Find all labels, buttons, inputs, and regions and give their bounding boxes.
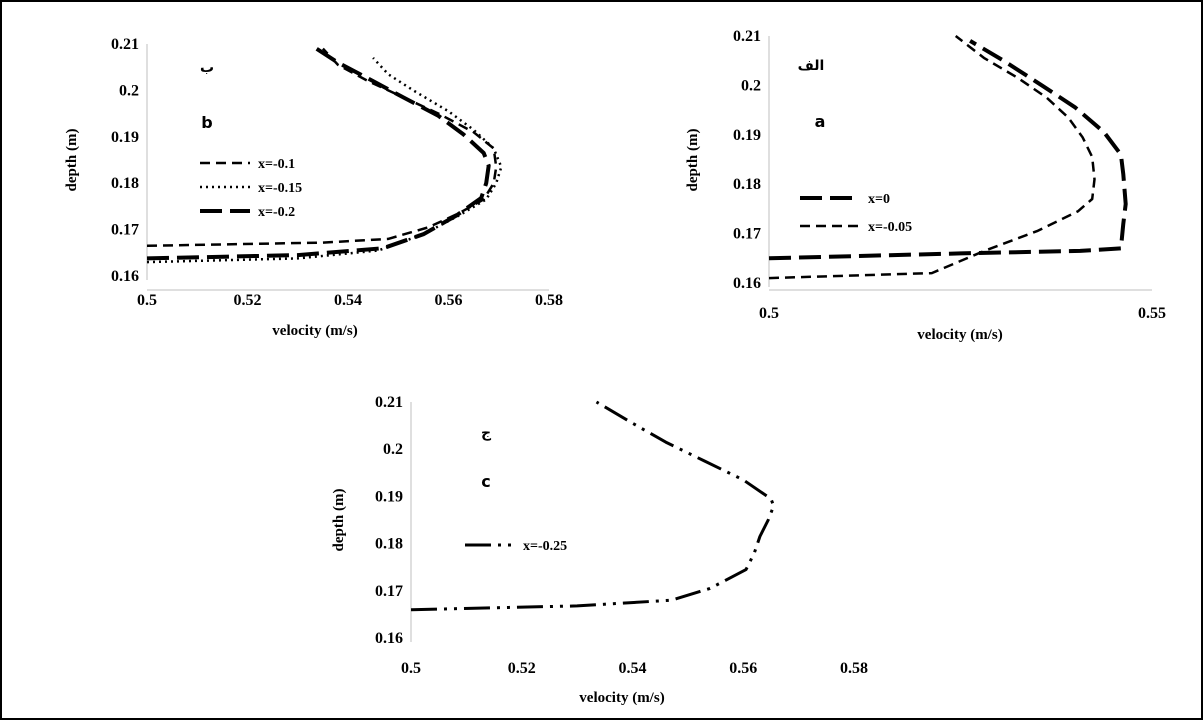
x-tick-label: 0.56 — [729, 660, 757, 677]
x-axis-title: velocity (m/s) — [917, 327, 1002, 343]
y-tick-label: 0.18 — [375, 536, 403, 553]
y-axis-title: depth (m) — [685, 129, 701, 192]
y-tick-label: 0.18 — [733, 176, 761, 193]
chart-panel-c: 0.16 0.17 0.18 0.19 0.2 0.21 0.5 0.52 0.54 0.56 0.… — [331, 394, 868, 706]
x-tick-label: 0.55 — [1138, 305, 1166, 322]
x-tick-label: 0.5 — [401, 660, 421, 677]
x-tick-label: 0.58 — [840, 660, 868, 677]
x-tick-label: 0.52 — [234, 292, 262, 309]
y-tick-label: 0.17 — [375, 583, 403, 600]
x-tick-label: 0.54 — [619, 660, 647, 677]
chart-panel-a: 0.16 0.17 0.18 0.19 0.2 0.21 0.5 0.55 velocity (… — [685, 28, 1166, 343]
x-tick-label: 0.52 — [508, 660, 536, 677]
y-tick-label: 0.19 — [111, 129, 139, 146]
y-tick-label: 0.2 — [383, 441, 403, 458]
panel-label-persian: الف — [798, 58, 825, 74]
y-tick-label: 0.2 — [119, 82, 139, 99]
legend-label: x=-0.1 — [258, 157, 295, 172]
panel-label-latin: b — [201, 113, 212, 132]
y-tick-label: 0.16 — [111, 268, 139, 285]
legend-label: x=-0.05 — [868, 220, 912, 235]
y-tick-label: 0.17 — [733, 226, 761, 243]
legend-label: x=-0.15 — [258, 181, 302, 196]
y-tick-label: 0.21 — [375, 394, 403, 411]
x-tick-label: 0.5 — [759, 305, 779, 322]
legend-label: x=-0.25 — [523, 539, 567, 554]
y-tick-label: 0.21 — [733, 28, 761, 45]
panel-label-persian: ب — [200, 60, 214, 76]
x-tick-label: 0.56 — [435, 292, 463, 309]
legend-label: x=-0.2 — [258, 205, 295, 220]
series-line-x=-0.1 — [146, 47, 498, 248]
y-tick-label: 0.21 — [111, 36, 139, 53]
y-axis-title: depth (m) — [331, 489, 347, 552]
y-tick-label: 0.17 — [111, 222, 139, 239]
series-line-x=-0.05 — [768, 35, 1096, 280]
x-axis-title: velocity (m/s) — [272, 323, 357, 339]
y-tick-label: 0.16 — [375, 630, 403, 647]
series-line-x=0 — [768, 39, 1128, 261]
series-line-x=-0.15 — [146, 57, 503, 264]
y-tick-label: 0.18 — [111, 175, 139, 192]
y-tick-label: 0.2 — [741, 77, 761, 94]
x-tick-label: 0.5 — [137, 292, 157, 309]
chart-panel-b: 0.16 0.17 0.18 0.19 0.2 0.21 0.5 0.52 0.54 0.56 0.… — [64, 36, 563, 339]
series-line-x=-0.2 — [146, 44, 491, 261]
panel-label-latin: c — [481, 472, 490, 491]
y-axis-title: depth (m) — [64, 129, 80, 192]
y-tick-label: 0.19 — [375, 488, 403, 505]
x-tick-label: 0.58 — [535, 292, 563, 309]
x-tick-label: 0.54 — [334, 292, 362, 309]
series-line-x=-0.25 — [410, 400, 776, 612]
panel-label-persian: ج — [481, 425, 492, 441]
x-axis-title: velocity (m/s) — [579, 690, 664, 706]
legend-label: x=0 — [868, 192, 890, 207]
panel-label-latin: a — [815, 112, 826, 131]
y-tick-label: 0.19 — [733, 127, 761, 144]
y-tick-label: 0.16 — [733, 275, 761, 292]
